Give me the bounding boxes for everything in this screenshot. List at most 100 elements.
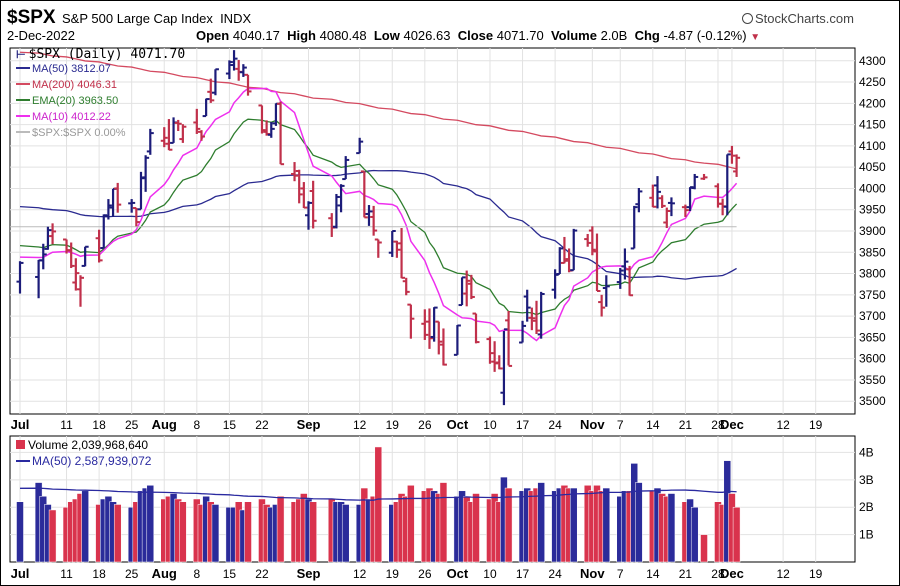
brand-link[interactable]: StockCharts.com	[742, 11, 854, 26]
price-x-tick-label: Dec	[720, 417, 744, 432]
legend-ref: $SPX:$SPX 0.00%	[16, 127, 126, 139]
volume-bar	[16, 501, 24, 563]
change-value: -4.87 (-0.12%)	[663, 28, 747, 43]
legend-ref-text: $SPX:$SPX 0.00%	[32, 127, 126, 139]
legend-ma10-swatch	[16, 115, 30, 117]
legend-ema20: EMA(20) 3963.50	[16, 95, 118, 107]
index-name: S&P 500 Large Cap Index INDX	[62, 11, 251, 26]
price-tick-label: 3650	[859, 330, 886, 344]
price-tick-label: 3500	[859, 394, 886, 408]
legend-ema20-swatch	[16, 99, 30, 101]
volume-x-tick-label: 28	[711, 567, 725, 581]
volume-tick-label: 4B	[859, 445, 874, 459]
ohlc-readout: Open 4040.17 High 4080.48 Low 4026.63 Cl…	[196, 28, 760, 43]
legend-ma50: MA(50) 3812.07	[16, 63, 111, 75]
price-x-tick-label: 7	[617, 418, 624, 432]
price-tick-label: 3550	[859, 373, 886, 387]
price-tick-label: 4100	[859, 139, 886, 153]
legend-price-marker-icon: ⊢	[16, 49, 26, 61]
volume-x-tick-label: Dec	[720, 566, 744, 581]
volume-x-tick-label: Oct	[447, 566, 469, 581]
copyright-icon	[742, 13, 753, 24]
legend-vol-ma: MA(50) 2,587,939,072	[16, 454, 151, 468]
legend-volume-text: Volume 2,039,968,640	[28, 438, 149, 452]
price-tick-label: 4050	[859, 160, 886, 174]
price-tick-label: 3950	[859, 203, 886, 217]
price-x-tick-label: 12	[353, 418, 367, 432]
low-label: Low	[373, 28, 400, 43]
legend-volume: Volume 2,039,968,640	[16, 438, 148, 452]
index-full-name: S&P 500 Large Cap Index	[62, 11, 213, 26]
volume-x-tick-label: 19	[809, 567, 823, 581]
volume-bar	[732, 506, 741, 563]
price-x-tick-label: 15	[223, 418, 237, 432]
volume-bar	[146, 485, 155, 563]
low-value: 4026.63	[403, 28, 451, 43]
legend-ma10-text: MA(10) 4012.22	[32, 111, 111, 123]
price-tick-label: 3750	[859, 288, 886, 302]
volume-tick-label: 3B	[859, 473, 874, 487]
volume-bar	[179, 501, 187, 563]
chart-date: 2-Dec-2022	[7, 28, 75, 43]
legend-ma50-swatch	[16, 67, 30, 69]
close-label: Close	[457, 28, 494, 43]
volume-bar	[700, 534, 708, 563]
brand-name: StockCharts.com	[755, 11, 854, 26]
price-tick-label: 4000	[859, 181, 886, 195]
legend-ref-swatch	[16, 131, 30, 133]
price-tick-label: 4200	[859, 96, 886, 110]
volume-x-tick-label: 26	[418, 567, 432, 581]
volume-x-tick-label: 15	[223, 567, 237, 581]
volume-bar	[504, 487, 513, 563]
price-x-tick-label: 19	[809, 418, 823, 432]
price-x-tick-label: 26	[418, 418, 432, 432]
volume-bar	[690, 506, 699, 563]
volume-x-tick-label: 21	[679, 567, 693, 581]
price-x-tick-label: 25	[125, 418, 139, 432]
volume-tick-label: 1B	[859, 528, 874, 542]
volume-value: 2.0B	[600, 28, 628, 43]
price-x-tick-label: 28	[711, 418, 725, 432]
high-value: 4080.48	[319, 28, 367, 43]
open-value: 4040.17	[232, 28, 280, 43]
legend-volume-swatch	[16, 440, 25, 449]
price-x-tick-label: Nov	[580, 417, 605, 432]
volume-bar	[667, 493, 676, 563]
volume-x-tick-label: 24	[548, 567, 562, 581]
legend-ma200: MA(200) 4046.31	[16, 79, 117, 91]
volume-x-tick-label: 19	[386, 567, 400, 581]
legend-vol-ma-swatch	[16, 460, 30, 462]
legend-ma10: MA(10) 4012.22	[16, 111, 111, 123]
volume-tick-label: 2B	[859, 500, 874, 514]
price-x-tick-label: Sep	[297, 417, 321, 432]
price-x-tick-label: 8	[193, 418, 200, 432]
price-tick-label: 3800	[859, 267, 886, 281]
volume-bar	[439, 482, 448, 563]
volume-bar	[407, 485, 415, 563]
legend-ema20-text: EMA(20) 3963.50	[32, 95, 119, 107]
price-x-tick-label: Aug	[152, 417, 177, 432]
volume-x-tick-label: 10	[483, 567, 497, 581]
price-x-tick-label: 17	[516, 418, 530, 432]
volume-bar	[48, 509, 57, 563]
price-tick-label: 3600	[859, 352, 886, 366]
price-tick-label: 3850	[859, 245, 886, 259]
ma200-line	[19, 51, 737, 170]
legend-ma200-text: MA(200) 4046.31	[32, 79, 117, 91]
change-label: Chg	[634, 28, 660, 43]
price-x-tick-label: 21	[679, 418, 693, 432]
price-x-tick-label: 11	[60, 418, 73, 432]
open-label: Open	[196, 28, 230, 43]
volume-x-tick-label: 14	[646, 567, 660, 581]
price-tick-label: 4300	[859, 54, 886, 68]
volume-x-tick-label: Aug	[152, 566, 177, 581]
close-value: 4071.70	[496, 28, 544, 43]
down-arrow-icon: ▼	[750, 32, 761, 43]
volume-x-tick-label: 11	[60, 567, 73, 581]
volume-bar	[244, 501, 252, 563]
volume-x-tick-label: 25	[125, 567, 139, 581]
legend-price: ⊢ $SPX (Daily) 4071.70	[16, 47, 185, 62]
volume-x-tick-label: 12	[353, 567, 367, 581]
volume-bar	[537, 482, 545, 563]
price-tick-label: 3700	[859, 309, 886, 323]
